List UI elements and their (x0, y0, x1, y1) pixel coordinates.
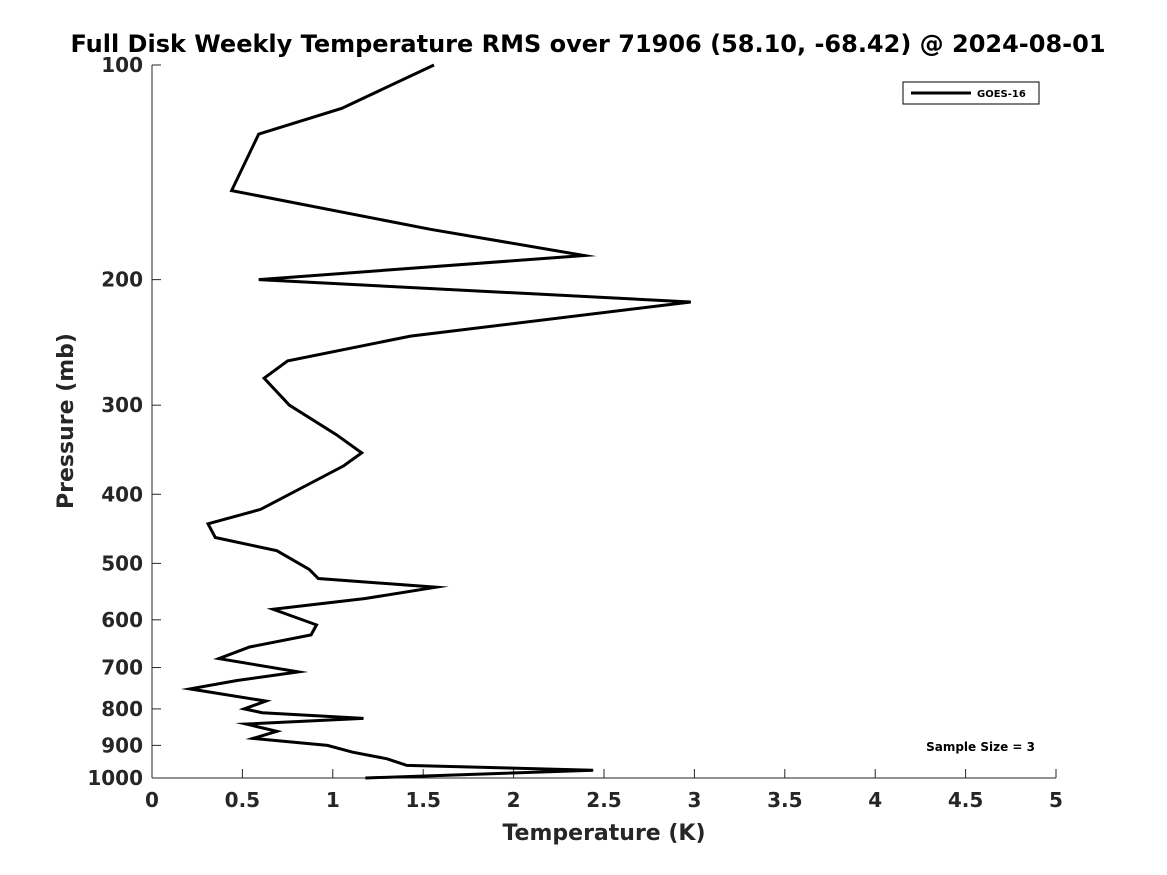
x-tick-label: 4.5 (948, 788, 983, 812)
y-tick-label: 600 (101, 608, 143, 632)
series-layer (181, 63, 691, 780)
y-tick-label: 200 (101, 268, 143, 292)
sample-size-annotation: Sample Size = 3 (926, 740, 1035, 754)
y-tick-label: 1000 (87, 766, 143, 790)
chart-title: Full Disk Weekly Temperature RMS over 71… (70, 30, 1105, 58)
x-tick-label: 0.5 (225, 788, 260, 812)
y-tick-label: 400 (101, 482, 143, 506)
series-line-goes-16 (181, 63, 691, 780)
x-tick-label: 1 (326, 788, 340, 812)
x-axis: 0 0.5 1 1.5 2 2.5 3 3.5 4 4.5 5 (145, 769, 1063, 812)
legend-label-goes-16: GOES-16 (977, 89, 1026, 100)
y-tick-label: 900 (101, 733, 143, 757)
x-tick-label: 5 (1049, 788, 1063, 812)
x-tick-label: 2 (507, 788, 521, 812)
x-tick-label: 2.5 (586, 788, 621, 812)
y-tick-label: 300 (101, 393, 143, 417)
y-tick-label: 500 (101, 551, 143, 575)
x-tick-label: 4 (868, 788, 882, 812)
y-tick-label: 800 (101, 697, 143, 721)
y-axis-label: Pressure (mb) (54, 333, 79, 509)
y-tick-label: 700 (101, 656, 143, 680)
y-tick-label: 100 (101, 53, 143, 77)
x-tick-label: 0 (145, 788, 159, 812)
x-tick-label: 3.5 (767, 788, 802, 812)
x-axis-label: Temperature (K) (502, 821, 705, 846)
legend: GOES-16 (902, 81, 1040, 105)
x-tick-label: 3 (687, 788, 701, 812)
y-axis: 100 200 300 400 500 600 700 800 900 1000 (87, 53, 161, 790)
x-tick-label: 1.5 (405, 788, 440, 812)
